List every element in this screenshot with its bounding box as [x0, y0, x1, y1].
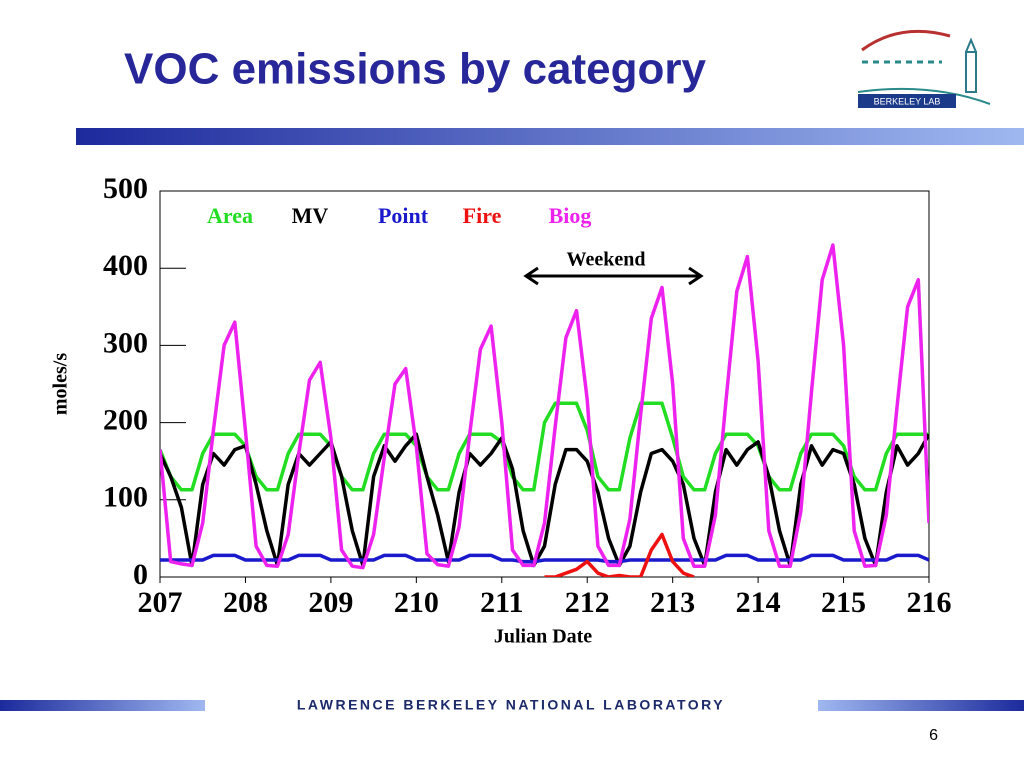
x-tick-label: 214	[736, 586, 781, 619]
x-tick-label: 210	[394, 586, 439, 619]
page-number: 6	[929, 727, 938, 744]
legend-entry: Area	[207, 203, 253, 228]
x-tick-label: 208	[223, 586, 268, 619]
weekend-arrow	[523, 266, 704, 286]
legend-entry: Fire	[463, 203, 502, 228]
y-tick-label: 500	[103, 172, 148, 205]
x-tick-label: 216	[907, 586, 952, 619]
legend-entry: Point	[378, 203, 429, 228]
x-tick-label: 215	[821, 586, 866, 619]
y-tick-label: 0	[133, 558, 148, 591]
y-axis-label: moles/s	[50, 353, 72, 415]
x-tick-label: 213	[650, 586, 695, 619]
footer-bar	[0, 700, 205, 711]
y-tick-label: 200	[103, 403, 148, 436]
legend-entry: MV	[292, 203, 329, 228]
x-tick-label: 207	[138, 586, 183, 619]
footer-bar	[818, 700, 1024, 711]
y-tick-label: 400	[103, 249, 148, 282]
slide-title: VOC emissions by category	[124, 45, 707, 94]
x-tick-label: 212	[565, 586, 610, 619]
y-tick-label: 300	[103, 326, 148, 359]
logo: Berkeley Lab	[857, 29, 991, 108]
y-tick-label: 100	[103, 481, 148, 514]
title-bar	[76, 128, 1024, 145]
footer-text: Lawrence Berkeley National Laboratory	[297, 697, 725, 713]
series-line	[160, 432, 929, 568]
x-tick-label: 211	[480, 586, 523, 619]
x-tick-label: 209	[308, 586, 353, 619]
plot-lines	[160, 243, 929, 577]
x-axis-label: Julian Date	[494, 626, 592, 648]
series-line	[160, 553, 929, 564]
series-line	[544, 532, 695, 577]
series-line	[160, 243, 929, 570]
logo-text: Berkeley Lab	[874, 96, 941, 106]
legend-entry: Biog	[549, 203, 592, 228]
annotation: Weekend	[567, 249, 646, 271]
series-line	[160, 401, 929, 492]
